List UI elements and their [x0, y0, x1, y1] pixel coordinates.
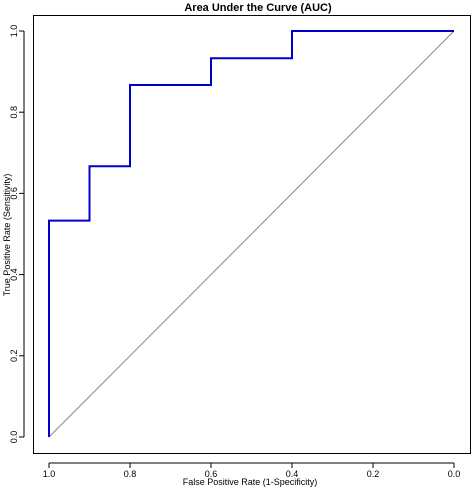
series-layer: [48, 30, 454, 437]
y-axis: 0.0 0.2 0.4 0.6 0.8 1.0: [9, 25, 25, 444]
x-tick-label: 0.2: [367, 469, 380, 479]
reference-diagonal-line: [48, 30, 455, 438]
x-tick-label: 0.4: [286, 469, 299, 479]
x-tick-label: 0.6: [205, 469, 218, 479]
reference-line-layer: [48, 30, 455, 438]
x-axis-label: False Positive Rate (1-Specificity): [183, 477, 318, 487]
roc-curve-line: [48, 30, 454, 437]
y-axis-label: True Positive Rate (Sensitivity): [2, 174, 12, 297]
y-tick-label: 0.6: [9, 187, 19, 200]
x-axis: 1.0 0.8 0.6 0.4 0.2 0.0: [43, 462, 461, 479]
plot-area-frame: [33, 15, 471, 454]
y-tick-label: 0.4: [9, 268, 19, 281]
y-tick-label: 0.2: [9, 350, 19, 363]
y-tick-label: 0.0: [9, 431, 19, 444]
x-tick-label: 0.0: [448, 469, 461, 479]
x-tick-label: 1.0: [43, 469, 56, 479]
y-tick-label: 0.8: [9, 106, 19, 119]
chart-title: Area Under the Curve (AUC): [184, 2, 332, 14]
x-tick-label: 0.8: [124, 469, 137, 479]
y-tick-label: 1.0: [9, 25, 19, 38]
